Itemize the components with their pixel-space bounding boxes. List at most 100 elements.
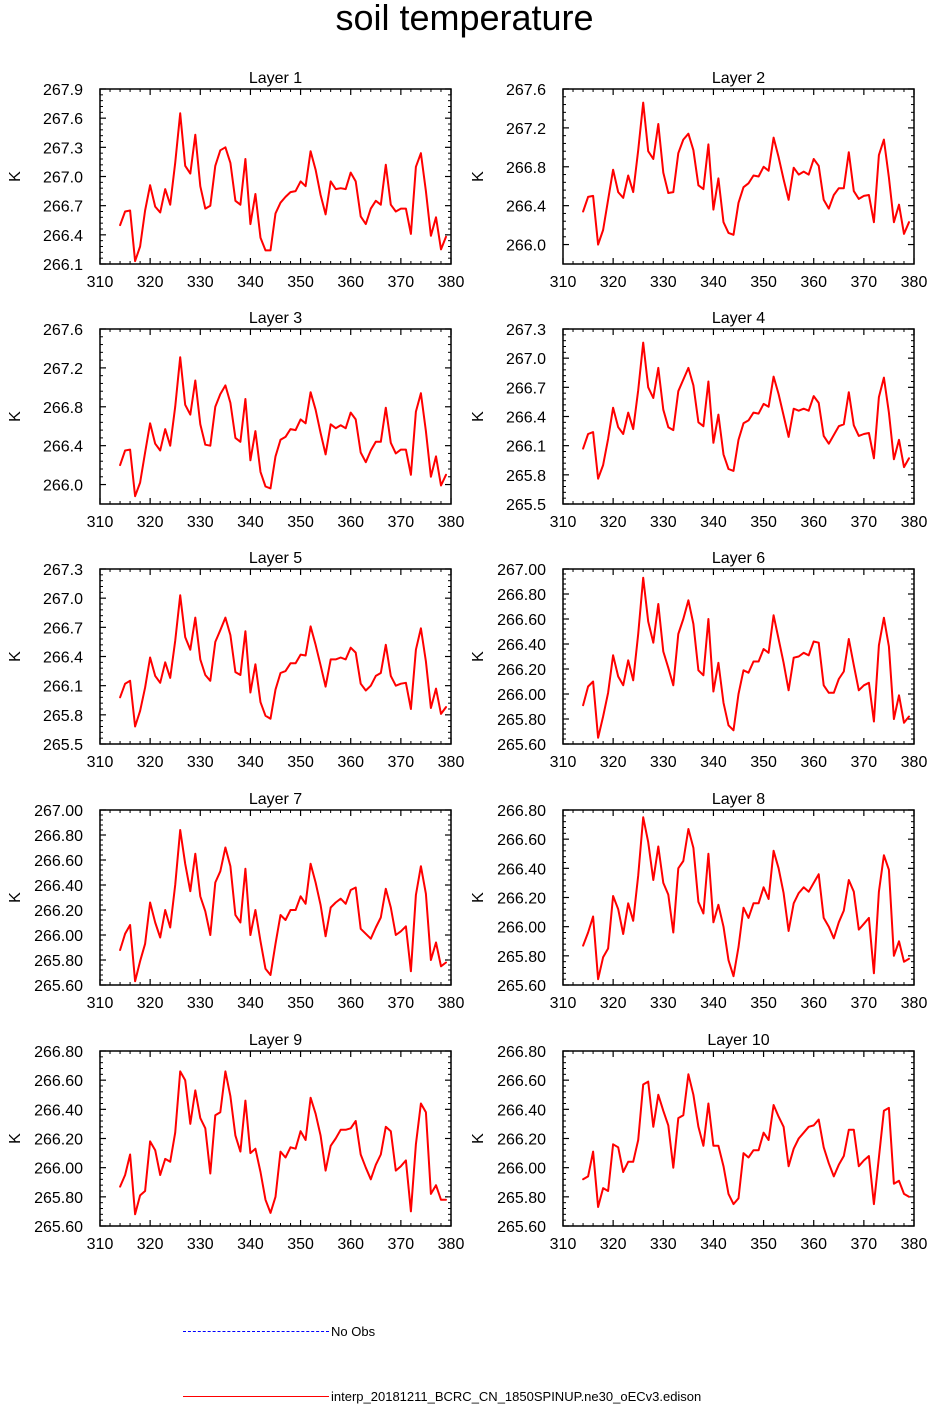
y-tick-label: 266.60	[497, 1073, 546, 1090]
y-tick-label: 267.3	[506, 322, 546, 339]
series-line	[582, 101, 910, 246]
x-tick-label: 330	[650, 995, 677, 1012]
y-axis-label: K	[7, 892, 24, 903]
x-tick-label: 350	[287, 754, 314, 771]
x-tick-label: 370	[851, 514, 878, 531]
chart-layer-7: Layer 7 K 310 320 330 340 350 360 370 380 265.60 26…	[7, 791, 464, 1012]
x-tick-label: 380	[901, 995, 928, 1012]
x-tick-label: 330	[187, 274, 214, 291]
y-tick-label: 266.60	[497, 612, 546, 629]
y-tick-label: 267.6	[506, 82, 546, 99]
x-tick-label: 380	[438, 1236, 465, 1253]
plot-frame	[99, 328, 452, 505]
y-axis-label: K	[470, 171, 487, 182]
series-line	[582, 341, 910, 480]
series-line	[119, 1070, 447, 1216]
y-tick-label: 266.60	[34, 853, 83, 870]
y-tick-label: 265.80	[497, 712, 546, 729]
legend-entry-model: interp_20181211_BCRC_CN_1850SPINUP.ne30_…	[183, 1387, 783, 1407]
x-tick-label: 360	[337, 754, 364, 771]
x-tick-label: 310	[87, 754, 114, 771]
y-axis-label: K	[470, 1133, 487, 1144]
x-tick-label: 310	[87, 995, 114, 1012]
chart-layer-9: Layer 9 K 310 320 330 340 350 360 370 380 265.60 26…	[7, 1032, 464, 1253]
x-tick-label: 350	[750, 274, 777, 291]
x-tick-label: 380	[901, 754, 928, 771]
y-tick-label: 266.1	[43, 257, 83, 274]
y-tick-label: 265.8	[43, 708, 83, 725]
chart-title: Layer 10	[707, 1032, 769, 1049]
x-tick-label: 330	[187, 514, 214, 531]
y-tick-label: 266.1	[506, 439, 546, 456]
y-tick-label: 266.20	[497, 662, 546, 679]
x-tick-label: 320	[137, 995, 164, 1012]
x-tick-label: 380	[901, 1236, 928, 1253]
y-tick-label: 266.7	[506, 380, 546, 397]
x-tick-label: 370	[388, 514, 415, 531]
y-tick-label: 266.80	[497, 1044, 546, 1061]
x-tick-label: 340	[237, 1236, 264, 1253]
y-tick-label: 267.0	[43, 170, 83, 187]
plot-frame	[562, 809, 915, 986]
y-axis-label: K	[7, 1133, 24, 1144]
y-axis-label: K	[470, 651, 487, 662]
y-tick-label: 266.40	[497, 1102, 546, 1119]
legend-label-no-obs: No Obs	[331, 1324, 376, 1339]
y-tick-label: 266.00	[34, 928, 83, 945]
y-tick-label: 266.4	[43, 439, 83, 456]
y-tick-label: 266.80	[34, 828, 83, 845]
x-tick-label: 320	[600, 995, 627, 1012]
x-tick-label: 310	[550, 754, 577, 771]
plot-frame	[99, 809, 452, 986]
y-tick-label: 266.4	[506, 410, 546, 427]
y-tick-label: 266.20	[34, 1132, 83, 1149]
y-tick-label: 267.0	[43, 591, 83, 608]
y-axis-label: K	[7, 651, 24, 662]
x-tick-label: 370	[851, 1236, 878, 1253]
y-tick-label: 266.60	[497, 832, 546, 849]
y-tick-label: 266.20	[34, 903, 83, 920]
plot-frame	[99, 88, 452, 265]
x-tick-label: 320	[600, 514, 627, 531]
chart-layer-8: Layer 8 K 310 320 330 340 350 360 370 380 265.60 26…	[470, 791, 927, 1012]
chart-layer-6: Layer 6 K 310 320 330 340 350 360 370 380 265.60 26…	[470, 550, 927, 771]
x-tick-label: 320	[600, 274, 627, 291]
chart-title: Layer 2	[712, 70, 765, 87]
y-tick-label: 266.40	[497, 861, 546, 878]
x-tick-label: 380	[901, 274, 928, 291]
legend: No Obs interp_20181211_BCRC_CN_1850SPINU…	[0, 1300, 929, 1406]
x-tick-label: 360	[800, 754, 827, 771]
series-line	[119, 112, 447, 263]
y-tick-label: 266.7	[43, 620, 83, 637]
x-tick-label: 360	[337, 1236, 364, 1253]
x-tick-label: 350	[750, 995, 777, 1012]
chart-title: Layer 1	[249, 70, 302, 87]
y-tick-label: 266.40	[34, 878, 83, 895]
x-tick-label: 330	[650, 274, 677, 291]
x-tick-label: 360	[337, 995, 364, 1012]
x-tick-label: 380	[438, 514, 465, 531]
y-tick-label: 266.40	[497, 637, 546, 654]
y-tick-label: 266.0	[506, 238, 546, 255]
x-tick-label: 330	[650, 1236, 677, 1253]
x-tick-label: 350	[750, 754, 777, 771]
x-tick-label: 350	[287, 274, 314, 291]
y-tick-label: 265.60	[497, 1219, 546, 1236]
x-tick-label: 370	[851, 274, 878, 291]
x-tick-label: 330	[650, 514, 677, 531]
y-tick-label: 265.5	[506, 497, 546, 514]
chart-layer-1: Layer 1 K 310 320 330 340 350 360 370 380 266.1 266…	[7, 70, 464, 291]
x-tick-label: 370	[851, 754, 878, 771]
x-tick-label: 340	[700, 1236, 727, 1253]
page-title: soil temperature	[335, 0, 594, 38]
x-tick-label: 360	[337, 514, 364, 531]
series-line	[582, 816, 910, 981]
x-tick-label: 340	[700, 514, 727, 531]
x-tick-label: 360	[800, 995, 827, 1012]
x-tick-label: 340	[700, 274, 727, 291]
x-tick-label: 380	[438, 995, 465, 1012]
y-axis-label: K	[470, 411, 487, 422]
series-line	[119, 356, 447, 498]
x-tick-label: 340	[237, 274, 264, 291]
y-tick-label: 267.6	[43, 111, 83, 128]
